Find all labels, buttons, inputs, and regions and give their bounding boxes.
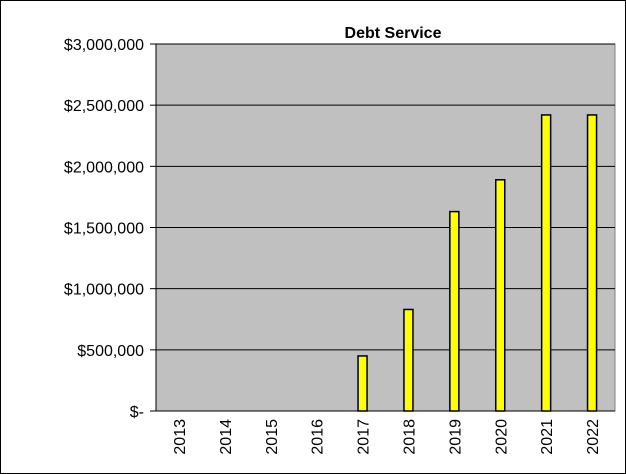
x-tick-label: 2016 (310, 419, 327, 455)
y-axis-ticks: $- $500,000 $1,000,000 $1,500,000 $2,000,000… (64, 37, 157, 421)
x-tick-label: 2014 (218, 419, 235, 455)
bar-2021 (540, 114, 552, 412)
y-tick-label: $- (130, 404, 144, 421)
bar-2022 (586, 114, 598, 412)
y-tick-label: $2,000,000 (64, 159, 144, 176)
y-tick-label: $1,500,000 (64, 221, 144, 238)
bar-2018 (403, 308, 414, 412)
x-tick-label: 2022 (585, 419, 602, 455)
x-tick-label: 2015 (264, 419, 281, 455)
chart-title: Debt Service (345, 25, 442, 42)
y-tick-label: $500,000 (77, 343, 144, 360)
x-tick-label: 2020 (493, 419, 510, 455)
x-tick-label: 2013 (172, 419, 189, 455)
bar-2017 (357, 355, 368, 412)
y-tick-label: $2,500,000 (64, 98, 144, 115)
x-tick-label: 2019 (447, 419, 464, 455)
x-tick-label: 2018 (401, 419, 418, 455)
x-tick-label: 2017 (356, 419, 373, 455)
x-axis-ticks: 2013 2014 2015 2016 2017 2018 2019 2020 2021 2022 (156, 410, 615, 455)
x-tick-label: 2021 (539, 419, 556, 455)
bar-2020 (495, 179, 506, 412)
bar-2019 (449, 210, 460, 412)
y-tick-label: $1,000,000 (64, 282, 144, 299)
y-tick-label: $3,000,000 (64, 37, 144, 54)
grid-lines (156, 43, 615, 351)
